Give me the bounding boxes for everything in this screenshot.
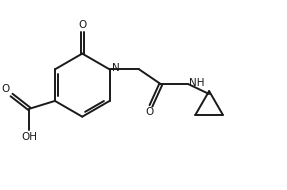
Text: O: O bbox=[1, 84, 9, 94]
Text: O: O bbox=[146, 107, 154, 117]
Text: N: N bbox=[112, 63, 120, 73]
Text: O: O bbox=[78, 21, 86, 30]
Text: OH: OH bbox=[21, 132, 37, 142]
Text: NH: NH bbox=[189, 78, 204, 88]
